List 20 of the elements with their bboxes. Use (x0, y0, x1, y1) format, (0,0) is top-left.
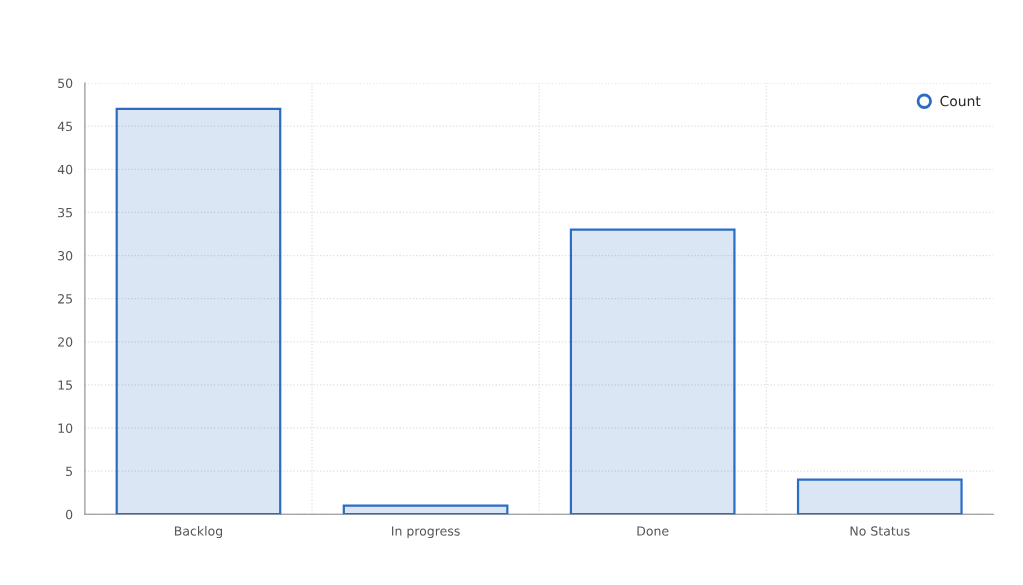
y-tick-label: 35 (58, 207, 73, 218)
y-tick-label: 20 (58, 337, 73, 347)
bar (796, 478, 963, 515)
legend-label: Count (940, 95, 981, 107)
x-tick-label: Backlog (174, 526, 223, 539)
y-tick-label: 40 (57, 164, 73, 175)
y-tick-label: 45 (57, 121, 73, 132)
y-tick-label: 0 (65, 509, 73, 520)
y-tick-label: 15 (58, 380, 73, 390)
x-tick-label: Done (637, 526, 669, 536)
x-tick-label: In progress (392, 526, 460, 539)
bar (569, 228, 736, 515)
y-tick-label: 30 (58, 251, 73, 261)
y-tick-label: 25 (58, 294, 73, 304)
y-tick-label: 10 (58, 423, 73, 433)
bar (115, 107, 282, 515)
y-tick-label: 5 (66, 466, 73, 477)
x-tick-label: No Status (850, 526, 910, 536)
y-tick-label: 50 (58, 78, 73, 88)
bar (342, 504, 509, 515)
